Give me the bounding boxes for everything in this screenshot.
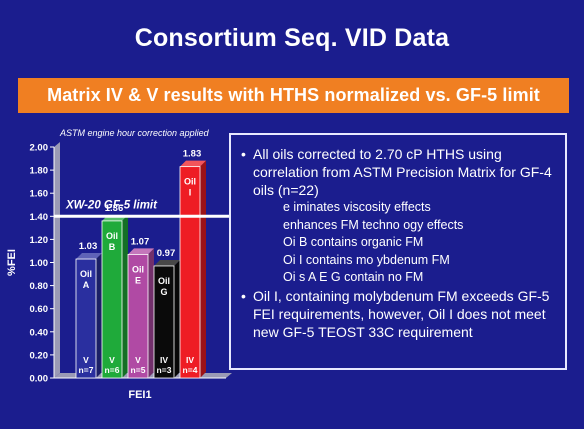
y-tick-label: 1.40	[30, 212, 49, 223]
bar-matrix-label: IV	[160, 355, 168, 365]
bar-side	[174, 259, 180, 378]
bar-value-label: 0.97	[157, 248, 176, 259]
y-tick-label: 0.60	[30, 304, 49, 315]
bar-name-letter: G	[160, 287, 167, 297]
gf5-limit-label: XW-20 GF-5 limit	[65, 199, 158, 211]
bar-matrix-label: IV	[186, 355, 194, 365]
sub-bullet-2: enhances FM techno ogy effects	[283, 217, 464, 232]
bar-n-label: n=7	[79, 365, 94, 375]
bar-value-label: 1.36	[105, 203, 124, 214]
bar-name-letter: A	[83, 280, 90, 290]
bar-n-label: n=5	[131, 365, 146, 375]
bar-top	[154, 259, 180, 266]
bar-matrix-label: V	[109, 355, 115, 365]
bullet-2: • Oil I, containing molybdenum FM exceeds…	[241, 287, 550, 340]
subtitle-banner: Matrix IV & V results with HTHS normaliz…	[18, 78, 569, 113]
bar-side	[200, 160, 206, 378]
bar-n-label: n=4	[183, 365, 198, 375]
bar-name-letter: B	[109, 242, 116, 252]
y-axis-title: %FEI	[6, 249, 18, 276]
bar-side	[96, 253, 102, 378]
y-tick-label: 1.80	[30, 166, 49, 177]
bar-side	[148, 248, 154, 378]
bar-name-label: Oil	[158, 276, 170, 286]
bar	[127, 254, 149, 379]
y-tick-label: 1.60	[30, 189, 49, 200]
bar	[101, 220, 123, 379]
bar-top	[76, 253, 102, 260]
bullet-1: • All oils corrected to 2.70 cP HTHS usin…	[241, 146, 552, 198]
x-axis-title: FEI1	[128, 389, 151, 401]
y-tick-label: 1.00	[30, 258, 49, 269]
bar	[179, 166, 201, 379]
bar	[75, 258, 97, 379]
bar-value-label: 1.83	[183, 149, 202, 160]
bar-name-label: Oil	[106, 231, 118, 241]
y-tick-label: 1.20	[30, 235, 49, 246]
sub-bullet-3: Oi B contains organic FM	[283, 235, 424, 249]
bar-n-label: n=3	[157, 365, 172, 375]
sub-bullet-1: e iminates viscosity effects	[283, 200, 431, 214]
bar-value-label: 1.03	[79, 241, 98, 252]
bar-top	[180, 160, 206, 167]
correction-note: ASTM engine hour correction applied	[60, 128, 209, 138]
bar-matrix-label: V	[135, 355, 141, 365]
bar-name-label: Oil	[184, 177, 196, 187]
sub-bullet-4: Oi I contains mo ybdenum FM	[283, 252, 450, 267]
y-tick-label: 0.40	[30, 327, 49, 338]
y-tick-label: 2.00	[30, 143, 49, 154]
page-title: Consortium Seq. VID Data	[134, 24, 450, 52]
bar	[153, 265, 175, 379]
bar-side	[122, 214, 128, 378]
bar-matrix-label: V	[83, 355, 89, 365]
y-tick-label: 0.80	[30, 281, 49, 292]
y-tick-label: 0.20	[30, 350, 49, 361]
bar-top	[128, 248, 154, 255]
y-tick-label: 0.00	[30, 374, 49, 385]
plot-side-wall	[54, 142, 60, 378]
sub-bullet-5: Oi s A E G contain no FM	[283, 270, 424, 284]
notes-textbox: • All oils corrected to 2.70 cP HTHS usin…	[229, 133, 567, 370]
bar-name-label: Oil	[132, 264, 144, 274]
bar-name-letter: E	[135, 275, 141, 285]
bar-name-letter: I	[189, 188, 192, 198]
bar-n-label: n=6	[105, 365, 120, 375]
bar-name-label: Oil	[80, 269, 92, 279]
bar-value-label: 1.07	[131, 236, 150, 247]
